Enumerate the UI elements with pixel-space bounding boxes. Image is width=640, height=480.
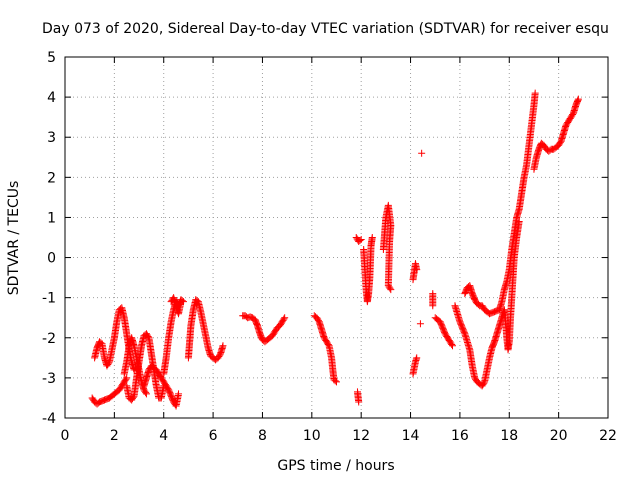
data-point	[387, 286, 395, 294]
x-axis-label: GPS time / hours	[277, 458, 394, 474]
data-point	[449, 342, 457, 350]
data-point	[129, 393, 137, 401]
data-point	[355, 398, 363, 406]
data-point	[531, 89, 539, 97]
y-tick-label: 3	[47, 130, 56, 146]
plot-frame	[64, 56, 609, 419]
data-point	[331, 377, 339, 385]
x-tick-label: 18	[500, 428, 518, 444]
x-tick-label: 2	[110, 428, 119, 444]
data-point	[142, 389, 150, 397]
data-point	[429, 302, 437, 310]
data-point	[357, 236, 365, 244]
data-point	[175, 390, 183, 398]
data-point	[105, 359, 113, 367]
y-tick-label: 1	[47, 210, 56, 226]
data-point	[280, 315, 288, 323]
y-tick-label: -1	[42, 291, 56, 307]
x-tick-label: 20	[550, 428, 568, 444]
x-tick-label: 6	[209, 428, 218, 444]
x-tick-label: 12	[352, 428, 370, 444]
x-tick-label: 4	[159, 428, 168, 444]
data-point	[416, 320, 424, 328]
data-point	[122, 375, 130, 383]
data-point	[123, 374, 131, 382]
data-point	[480, 379, 488, 387]
y-tick-label: 2	[47, 170, 56, 186]
y-tick-label: -4	[42, 411, 56, 427]
data-point	[177, 298, 185, 306]
x-tick-label: 10	[303, 428, 321, 444]
data-point	[356, 237, 364, 245]
y-tick-label: -2	[42, 331, 56, 347]
data-point	[219, 342, 227, 350]
data-points	[88, 89, 582, 410]
y-tick-label: -3	[42, 371, 56, 387]
data-point	[574, 95, 582, 103]
x-tick-label: 22	[599, 428, 617, 444]
data-point	[368, 234, 376, 241]
y-axis-label: SDTVAR / TECUs	[6, 181, 22, 296]
x-tick-label: 14	[402, 428, 420, 444]
data-point	[448, 340, 456, 348]
y-tick-label: 5	[47, 50, 56, 66]
data-point	[281, 314, 289, 322]
x-tick-label: 0	[61, 428, 70, 444]
data-point	[413, 266, 421, 274]
data-point	[413, 354, 421, 362]
data-point	[418, 149, 426, 157]
chart-title: Day 073 of 2020, Sidereal Day-to-day VTE…	[42, 21, 609, 37]
x-tick-label: 8	[258, 428, 267, 444]
data-point	[386, 284, 394, 292]
data-point	[324, 340, 332, 348]
y-tick-label: 0	[47, 251, 56, 267]
data-point	[142, 390, 150, 398]
y-tick-label: 4	[47, 90, 56, 106]
grid-layer	[65, 57, 608, 418]
data-point	[333, 378, 340, 386]
x-tick-label: 16	[451, 428, 469, 444]
